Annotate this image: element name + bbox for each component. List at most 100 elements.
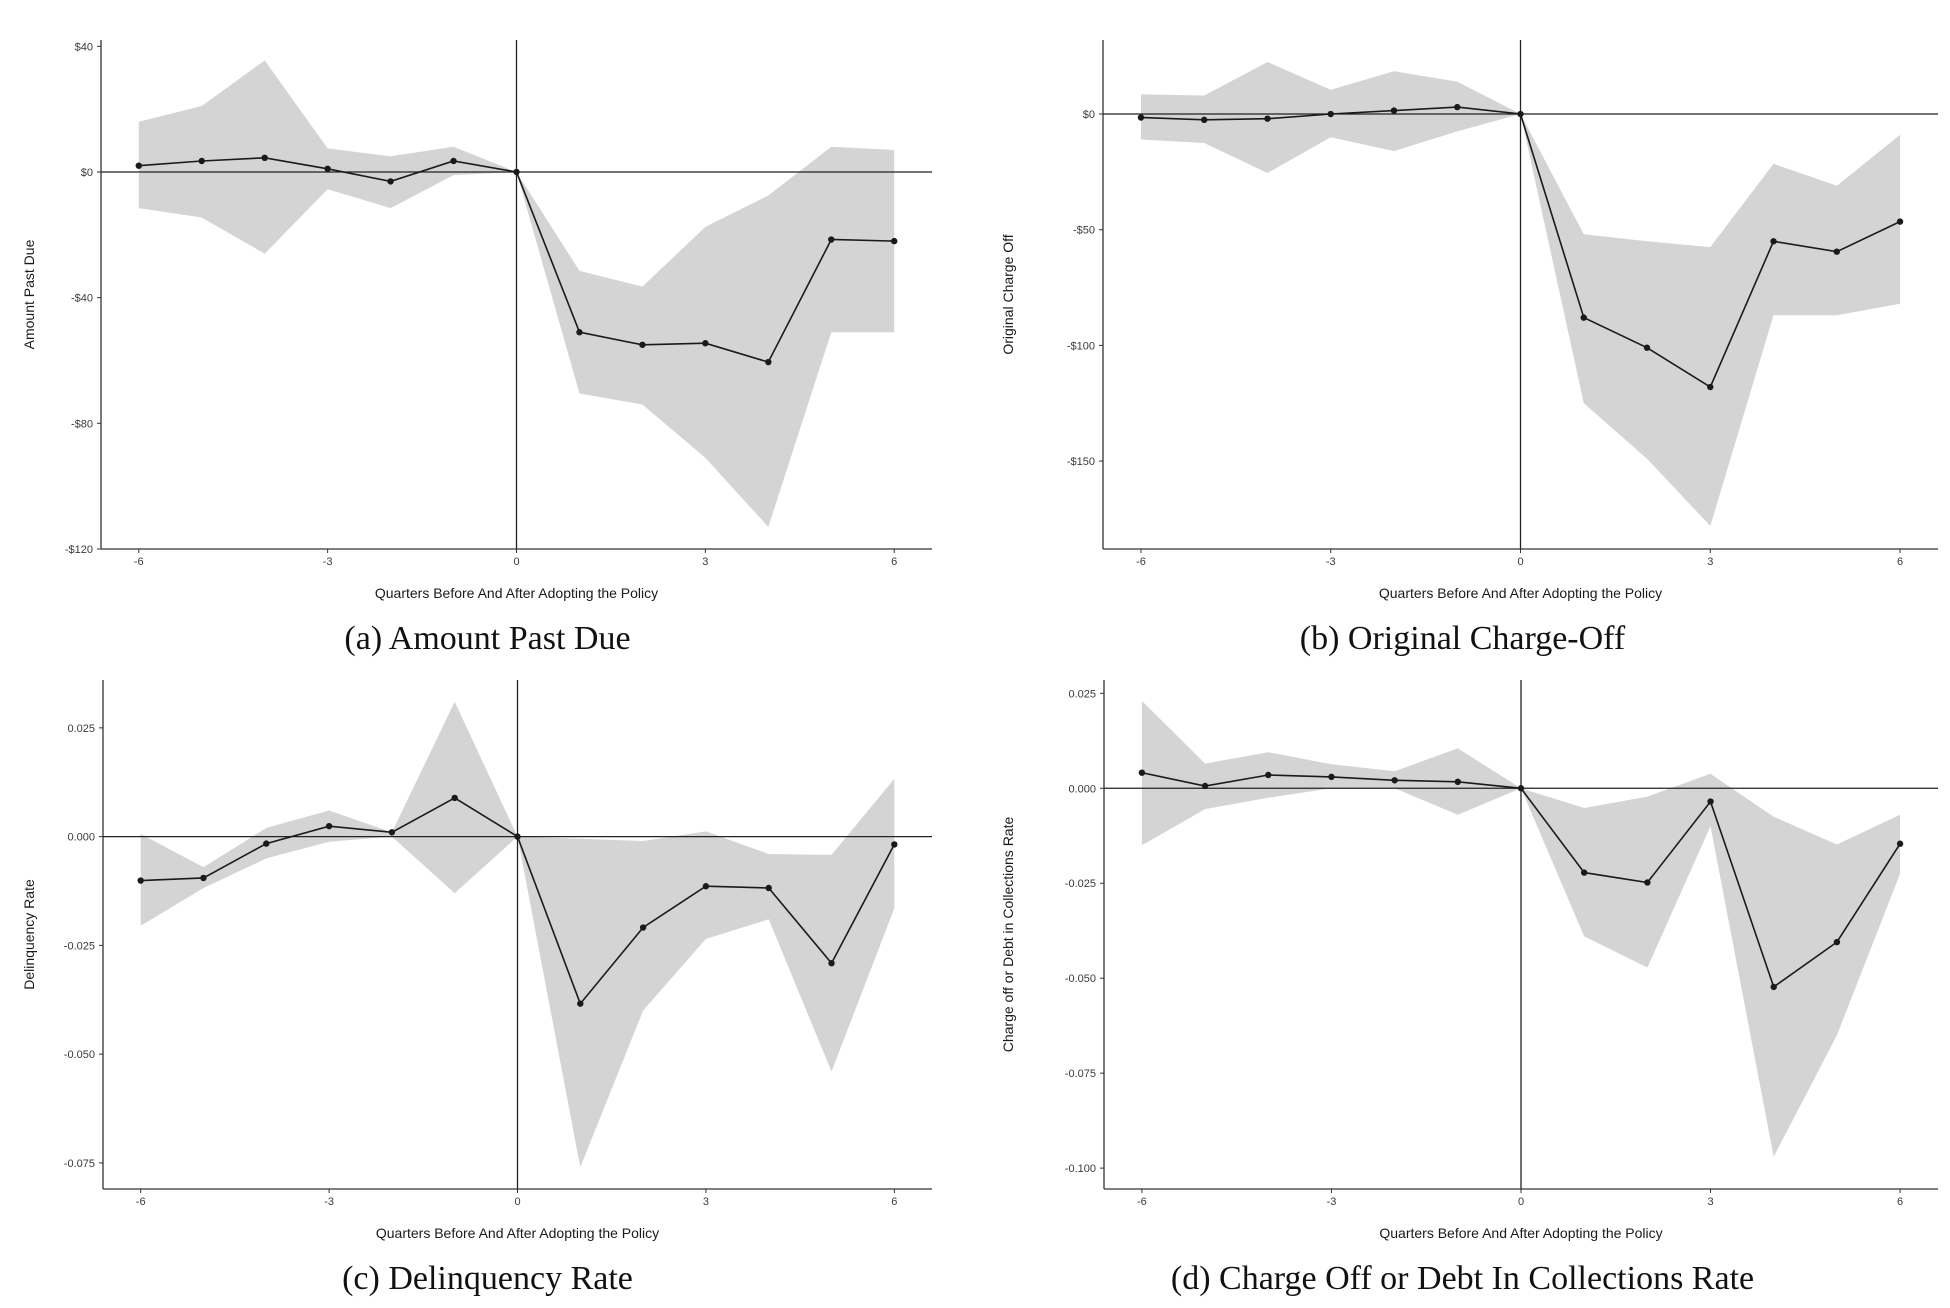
estimate-point (891, 237, 898, 245)
y-tick-label: -0.075 (1065, 1068, 1096, 1080)
estimate-point (576, 329, 583, 336)
estimate-point (1265, 771, 1272, 779)
x-tick-label: -6 (1136, 556, 1146, 568)
estimate-point (324, 165, 331, 173)
x-tick-label: -3 (324, 1196, 334, 1208)
chart-b: $0 -$50 -$100 -$150 -6 -3 0 3 6 Quarters Before A… (1000, 40, 1938, 601)
estimate-point (1328, 773, 1335, 781)
y-tick-label: -$120 (65, 544, 93, 556)
confidence-band (1141, 700, 1901, 1157)
y-tick-label: -$40 (71, 293, 93, 305)
y-tick-label: 0.025 (67, 723, 95, 735)
estimate-point (828, 236, 835, 243)
y-tick-label: $0 (1083, 109, 1095, 121)
x-tick-label: -3 (1326, 556, 1336, 568)
estimate-point (639, 924, 647, 931)
estimate-point (387, 178, 394, 185)
estimate-point (1707, 383, 1714, 391)
estimate-point (1327, 110, 1334, 118)
x-axis-title: Quarters Before And After Adopting the P… (375, 585, 658, 601)
estimate-point (1201, 782, 1209, 790)
x-tick-label: 0 (513, 556, 519, 568)
estimate-point (1517, 110, 1524, 118)
estimate-point (198, 157, 205, 165)
estimate-point (1137, 114, 1145, 121)
estimate-point (388, 829, 396, 836)
estimate-point (1454, 103, 1461, 111)
x-tick-label: 3 (702, 556, 708, 568)
y-tick-label: -0.025 (64, 940, 95, 952)
y-tick-label: $0 (81, 167, 93, 179)
x-tick-label: 0 (1517, 556, 1523, 568)
y-tick-label: 0.000 (67, 832, 95, 844)
estimate-point (137, 877, 144, 884)
x-tick-label: 0 (1518, 1196, 1524, 1208)
estimate-point (702, 883, 710, 890)
estimate-point (514, 833, 521, 840)
y-tick-label: -0.050 (1065, 973, 1096, 985)
x-axis-title: Quarters Before And After Adopting the P… (376, 1225, 659, 1241)
estimate-point (702, 340, 709, 347)
x-tick-label: -6 (1137, 1196, 1147, 1208)
estimate-point (1264, 115, 1271, 122)
estimate-point (1138, 769, 1146, 776)
y-tick-label: -0.075 (64, 1158, 95, 1170)
estimate-point (261, 154, 268, 162)
estimate-point (135, 162, 142, 169)
estimate-point (577, 1000, 584, 1007)
estimate-point (1201, 116, 1208, 124)
estimate-point (1707, 798, 1714, 805)
chart-caption: (c) Delinquency Rate (342, 1260, 633, 1297)
x-tick-label: -3 (1327, 1196, 1337, 1208)
x-tick-label: 6 (891, 556, 897, 568)
y-tick-label: 0.025 (1068, 688, 1096, 700)
chart-caption: (b) Original Charge-Off (1299, 620, 1626, 657)
y-tick-label: $40 (75, 41, 93, 53)
estimate-point (1390, 107, 1398, 114)
chart-a: $40 $0 -$40 -$80 -$120 -6 -3 0 3 6 Quarters Before… (21, 40, 932, 601)
estimate-point (513, 168, 520, 176)
chart-panel-b: $0 -$50 -$100 -$150 -6 -3 0 3 6 Quarters Before A… (975, 0, 1950, 657)
chart-panel-d: 0.025 0.000 -0.025 -0.050 -0.075 -0.100 -6 -3 0 3… (975, 654, 1950, 1308)
estimate-point (1644, 879, 1651, 886)
estimate-point (263, 840, 270, 847)
x-tick-label: 0 (514, 1196, 520, 1208)
y-tick-label: -$150 (1067, 456, 1095, 468)
estimate-point (828, 960, 835, 967)
x-tick-label: 6 (891, 1196, 897, 1208)
y-axis-title: Delinquency Rate (21, 879, 37, 990)
estimate-point (200, 874, 207, 882)
y-tick-label: -$50 (1073, 225, 1095, 237)
x-tick-label: 6 (1897, 556, 1903, 568)
confidence-band (138, 60, 895, 528)
chart-d: 0.025 0.000 -0.025 -0.050 -0.075 -0.100 -6 -3 0 3… (1000, 680, 1938, 1241)
estimate-point (1896, 218, 1904, 225)
estimate-point (1833, 938, 1841, 946)
y-tick-label: -0.100 (1065, 1163, 1096, 1175)
estimate-point (1391, 777, 1398, 784)
estimate-point (1643, 344, 1651, 351)
y-axis-title: Charge off or Debt in Collections Rate (1000, 817, 1016, 1053)
estimate-point (1580, 869, 1588, 876)
y-tick-label: -0.050 (64, 1049, 95, 1061)
chart-c: 0.025 0.000 -0.025 -0.050 -0.075 -6 -3 0 3 6 Quart… (21, 680, 932, 1241)
chart-caption: (a) Amount Past Due (344, 620, 631, 657)
y-tick-label: -0.025 (1065, 878, 1096, 890)
x-tick-label: -6 (134, 556, 144, 568)
estimate-point (765, 358, 772, 366)
chart-panel-c: 0.025 0.000 -0.025 -0.050 -0.075 -6 -3 0 3 6 Quart… (0, 654, 975, 1308)
estimate-point (451, 794, 458, 802)
x-tick-label: -6 (136, 1196, 146, 1208)
estimate-point (1580, 314, 1587, 321)
y-tick-label: -$80 (71, 418, 93, 430)
x-tick-label: -3 (323, 556, 333, 568)
estimate-point (1896, 840, 1904, 847)
chart-caption: (d) Charge Off or Debt In Collections Ra… (1170, 1260, 1755, 1297)
estimate-point (891, 841, 898, 848)
chart-panel-a: $40 $0 -$40 -$80 -$120 -6 -3 0 3 6 Quarters Before… (0, 0, 975, 657)
estimate-point (450, 157, 457, 165)
x-tick-label: 6 (1897, 1196, 1903, 1208)
x-axis-title: Quarters Before And After Adopting the P… (1379, 585, 1662, 601)
estimate-point (1770, 238, 1777, 245)
x-tick-label: 3 (1707, 1196, 1713, 1208)
